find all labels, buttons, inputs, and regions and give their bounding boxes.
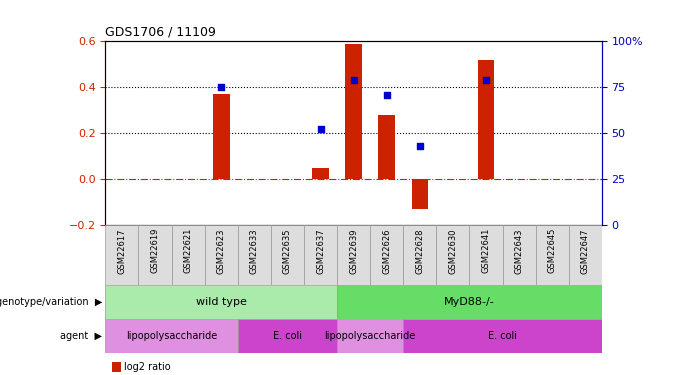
Bar — [403, 225, 437, 285]
Bar — [503, 225, 536, 285]
Bar — [337, 319, 403, 352]
Bar — [238, 319, 337, 352]
Bar — [105, 319, 238, 352]
Text: GSM22641: GSM22641 — [481, 228, 490, 273]
Bar — [213, 94, 230, 179]
Bar — [337, 285, 602, 319]
Bar — [238, 225, 271, 285]
Text: E. coli: E. coli — [273, 331, 302, 340]
Bar — [271, 225, 304, 285]
Bar — [469, 225, 503, 285]
Text: genotype/variation  ▶: genotype/variation ▶ — [0, 297, 102, 307]
Bar — [139, 225, 171, 285]
Bar — [477, 60, 494, 179]
Text: GSM22630: GSM22630 — [448, 228, 458, 273]
Bar — [403, 319, 602, 352]
Point — [381, 92, 392, 98]
Text: E. coli: E. coli — [488, 331, 517, 340]
Text: lipopolysaccharide: lipopolysaccharide — [126, 331, 217, 340]
Point — [348, 77, 359, 83]
Bar — [171, 225, 205, 285]
Text: GSM22621: GSM22621 — [184, 228, 192, 273]
Text: GSM22635: GSM22635 — [283, 228, 292, 273]
Text: GSM22637: GSM22637 — [316, 228, 325, 274]
Bar — [378, 115, 395, 179]
Point — [315, 126, 326, 132]
Bar — [568, 225, 602, 285]
Point — [414, 143, 425, 149]
Text: GSM22647: GSM22647 — [581, 228, 590, 273]
Text: MyD88-/-: MyD88-/- — [444, 297, 495, 307]
Bar — [105, 225, 139, 285]
Bar — [411, 179, 428, 209]
Text: GSM22633: GSM22633 — [250, 228, 259, 274]
Bar — [105, 285, 337, 319]
Bar — [536, 225, 568, 285]
Bar — [205, 225, 238, 285]
Bar — [337, 225, 370, 285]
Text: GDS1706 / 11109: GDS1706 / 11109 — [105, 26, 216, 39]
Text: GSM22617: GSM22617 — [118, 228, 126, 273]
Text: wild type: wild type — [196, 297, 247, 307]
Text: log2 ratio: log2 ratio — [124, 362, 171, 372]
Bar — [312, 168, 329, 179]
Text: GSM22645: GSM22645 — [547, 228, 557, 273]
Text: GSM22628: GSM22628 — [415, 228, 424, 273]
Text: agent  ▶: agent ▶ — [60, 331, 102, 340]
Text: GSM22623: GSM22623 — [217, 228, 226, 273]
Text: GSM22639: GSM22639 — [349, 228, 358, 273]
Bar — [437, 225, 469, 285]
Point — [216, 84, 226, 90]
Text: GSM22619: GSM22619 — [150, 228, 160, 273]
Text: GSM22626: GSM22626 — [382, 228, 391, 273]
Bar — [345, 44, 362, 179]
Point — [481, 77, 492, 83]
Text: lipopolysaccharide: lipopolysaccharide — [324, 331, 415, 340]
Bar — [304, 225, 337, 285]
Bar — [370, 225, 403, 285]
Text: GSM22643: GSM22643 — [515, 228, 524, 273]
